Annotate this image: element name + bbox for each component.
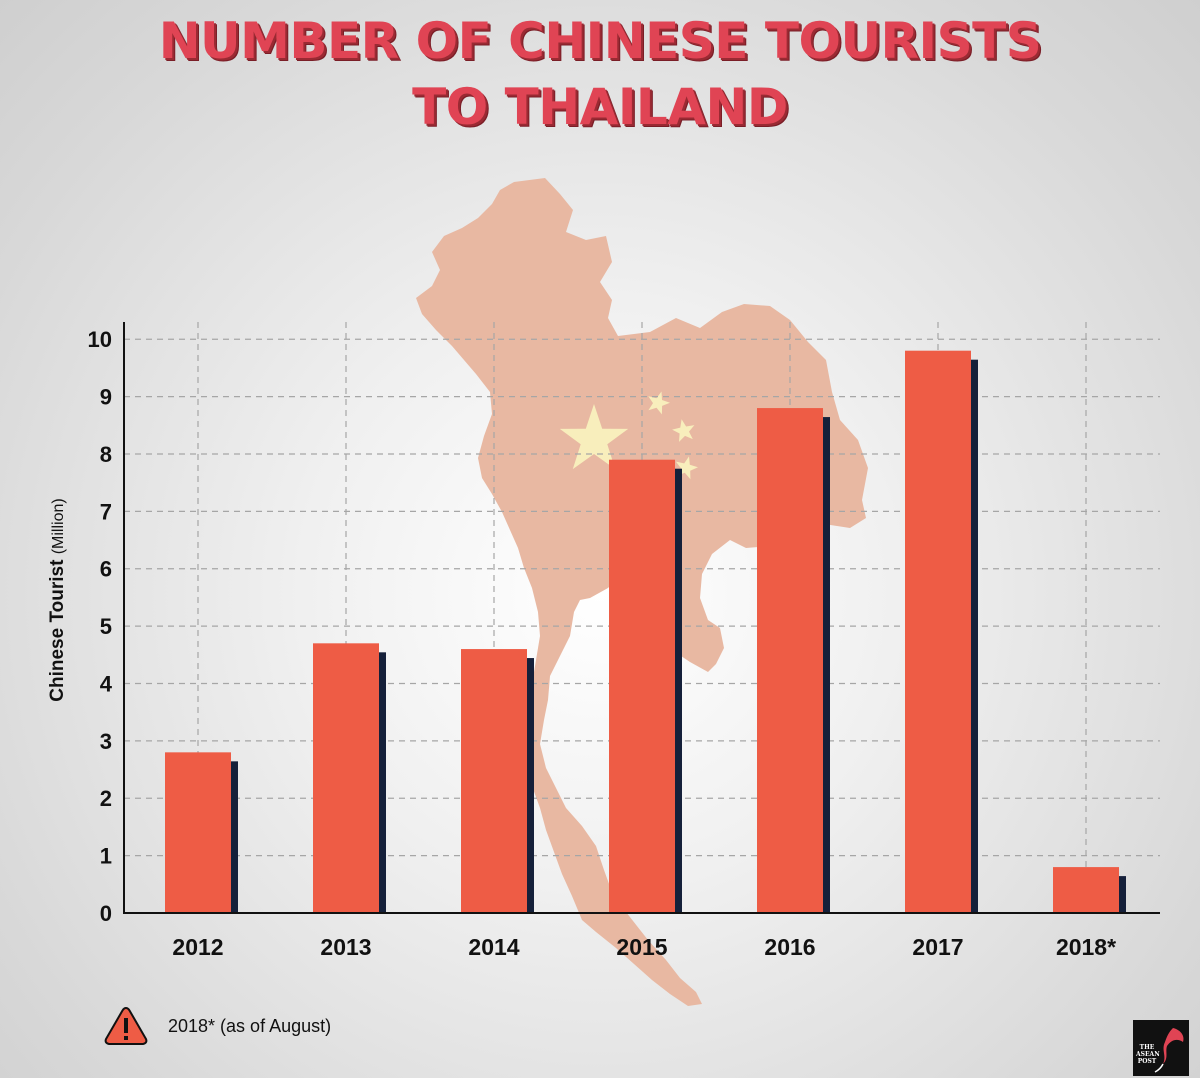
- bar-2016: [757, 408, 823, 913]
- bar-2012: [165, 752, 231, 913]
- asean-post-logo: THE ASEAN POST: [1133, 1020, 1189, 1076]
- y-tick-label: 1: [100, 844, 112, 869]
- bird-logo-icon: [1154, 1028, 1184, 1073]
- title-line-2: TO THAILAND: [412, 78, 788, 136]
- x-tick-label: 2016: [764, 934, 815, 960]
- y-axis-label-text: Chinese Tourist: [47, 559, 68, 702]
- warning-icon: [104, 1006, 148, 1045]
- y-tick-label: 10: [88, 327, 112, 352]
- x-tick-label: 2012: [172, 934, 223, 960]
- bar-shadow: [673, 468, 682, 913]
- bar-shadow: [1117, 876, 1126, 913]
- y-tick-label: 5: [100, 614, 112, 639]
- bar-shadow: [229, 761, 238, 913]
- y-axis-label: Chinese Tourist (Million): [47, 498, 69, 701]
- flag-star-small-icon: [672, 419, 695, 442]
- bar-2013: [313, 643, 379, 913]
- x-tick-label: 2014: [468, 934, 519, 960]
- bar-shadow: [821, 417, 830, 913]
- bar-2015: [609, 459, 675, 913]
- x-tick-label: 2017: [912, 934, 963, 960]
- bar-2017: [905, 350, 971, 913]
- thailand-map-shape: [416, 178, 868, 1006]
- y-tick-label: 2: [100, 786, 112, 811]
- bar-shadow: [377, 652, 386, 913]
- footnote-text: 2018* (as of August): [168, 1015, 332, 1036]
- y-tick-label: 3: [100, 729, 112, 754]
- y-tick-label: 4: [100, 671, 113, 696]
- bar-shadow: [525, 658, 534, 913]
- y-tick-labels: 0 1 2 3 4 5 6 7 8 9 10: [88, 327, 113, 926]
- axes: [123, 322, 1160, 914]
- footnote: 2018* (as of August): [104, 1005, 331, 1047]
- x-tick-label: 2015: [616, 934, 667, 960]
- y-tick-label: 0: [100, 901, 112, 926]
- y-tick-label: 6: [100, 557, 112, 582]
- y-axis-label-unit: (Million): [50, 498, 67, 555]
- bar-2018-star: [1053, 867, 1119, 913]
- title-line-1: NUMBER OF CHINESE TOURISTS: [158, 12, 1042, 70]
- bar-2014: [461, 649, 527, 913]
- y-tick-label: 7: [100, 499, 112, 524]
- bar-shadow: [969, 359, 978, 913]
- flag-star-small-icon: [648, 391, 670, 415]
- page-title: NUMBER OF CHINESE TOURISTS TO THAILAND: [0, 8, 1200, 140]
- bars: [165, 350, 1126, 913]
- x-tick-label: 2013: [320, 934, 371, 960]
- x-tick-labels: 2012 2013 2014 2015 2016 2017 2018*: [172, 934, 1116, 960]
- flag-star-large-icon: [559, 404, 629, 470]
- y-tick-label: 9: [100, 385, 112, 410]
- x-tick-label: 2018*: [1056, 934, 1116, 960]
- logo-text: THE ASEAN POST: [1136, 1044, 1160, 1065]
- y-tick-label: 8: [100, 442, 112, 467]
